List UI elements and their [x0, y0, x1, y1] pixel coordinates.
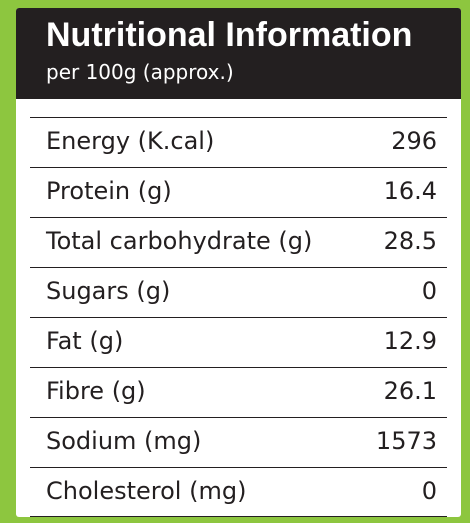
nutrient-name: Sugars (g)	[46, 277, 171, 305]
nutrient-value: 28.5	[383, 227, 437, 255]
label-subtitle: per 100g (approx.)	[46, 60, 234, 84]
nutrition-row-sugars: Sugars (g) 0	[30, 267, 447, 317]
nutrition-row-protein: Protein (g) 16.4	[30, 167, 447, 217]
nutrient-name: Sodium (mg)	[46, 427, 202, 455]
nutrient-name: Total carbohydrate (g)	[46, 227, 313, 255]
nutrient-value: 26.1	[383, 377, 437, 405]
nutrient-name: Cholesterol (mg)	[46, 477, 247, 505]
label-title: Nutritional Information	[46, 16, 413, 54]
label-header: Nutritional Information per 100g (approx…	[16, 8, 461, 99]
nutrient-value: 296	[391, 127, 437, 155]
nutrient-value: 16.4	[383, 177, 437, 205]
nutrient-name: Protein (g)	[46, 177, 172, 205]
nutrition-table: Energy (K.cal) 296 Protein (g) 16.4 Tota…	[30, 117, 447, 517]
nutrition-row-fat: Fat (g) 12.9	[30, 317, 447, 367]
nutrition-label: Nutritional Information per 100g (approx…	[16, 8, 461, 517]
nutrition-row-carbohydrate: Total carbohydrate (g) 28.5	[30, 217, 447, 267]
nutrition-row-fibre: Fibre (g) 26.1	[30, 367, 447, 417]
nutrient-name: Energy (K.cal)	[46, 127, 215, 155]
nutrient-value: 0	[421, 277, 437, 305]
nutrition-row-energy: Energy (K.cal) 296	[30, 117, 447, 167]
nutrition-row-sodium: Sodium (mg) 1573	[30, 417, 447, 467]
nutrient-name: Fat (g)	[46, 327, 124, 355]
nutrient-value: 12.9	[383, 327, 437, 355]
nutrition-row-cholesterol: Cholesterol (mg) 0	[30, 467, 447, 517]
nutrient-value: 1573	[375, 427, 437, 455]
nutrient-name: Fibre (g)	[46, 377, 146, 405]
nutrient-value: 0	[421, 477, 437, 505]
